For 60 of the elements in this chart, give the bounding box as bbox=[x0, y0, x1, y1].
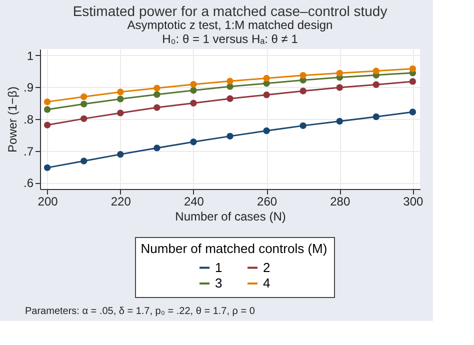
point bbox=[226, 132, 234, 140]
point bbox=[80, 158, 88, 164]
point bbox=[372, 68, 380, 74]
point bbox=[226, 78, 234, 84]
point bbox=[263, 91, 270, 98]
x-axis-title: Number of cases (N) bbox=[175, 210, 286, 224]
point bbox=[300, 122, 306, 130]
point bbox=[409, 78, 416, 85]
x-tick-label: 220 bbox=[110, 194, 132, 208]
point bbox=[300, 72, 306, 79]
point bbox=[263, 74, 270, 82]
point bbox=[190, 100, 197, 106]
point bbox=[409, 108, 416, 116]
point bbox=[154, 144, 160, 152]
point bbox=[154, 104, 160, 111]
point bbox=[226, 95, 234, 102]
point bbox=[80, 100, 88, 108]
point bbox=[44, 98, 51, 106]
point bbox=[263, 127, 270, 134]
point bbox=[190, 138, 197, 146]
point bbox=[44, 122, 51, 128]
point bbox=[44, 164, 51, 172]
y-tick-label: .9 bbox=[23, 80, 34, 95]
x-tick-label: 200 bbox=[38, 194, 58, 208]
text: Parameters: α = .05, δ = 1.7, p₀ = .22, θ = 1.7, ρ = 0 bbox=[25, 306, 256, 317]
point bbox=[80, 93, 88, 100]
point bbox=[336, 84, 343, 91]
point bbox=[80, 115, 88, 122]
legend-label: 3 bbox=[215, 276, 222, 290]
chart-title: Estimated power for a matched case–control study bbox=[72, 3, 388, 19]
point bbox=[154, 84, 160, 92]
legend-label: 1 bbox=[215, 260, 222, 275]
y-tick-label: .7 bbox=[23, 144, 34, 158]
text: H₀: θ = 1 versus Hₐ: θ ≠ 1 bbox=[162, 32, 298, 46]
point bbox=[372, 113, 380, 120]
point bbox=[44, 106, 51, 113]
legend-label: 4 bbox=[263, 276, 270, 290]
point bbox=[117, 88, 124, 96]
point bbox=[190, 80, 197, 88]
y-tick-label: .6 bbox=[23, 176, 34, 190]
point bbox=[154, 91, 160, 98]
point bbox=[117, 110, 124, 116]
x-tick-label: 300 bbox=[403, 194, 424, 208]
point bbox=[117, 96, 124, 102]
point bbox=[336, 70, 343, 77]
y-axis-title: Power (1−β) bbox=[5, 86, 20, 152]
legend-title: Number of matched controls (M) bbox=[140, 241, 328, 256]
point bbox=[117, 150, 124, 158]
point bbox=[372, 81, 380, 88]
x-tick-label: 280 bbox=[330, 194, 350, 208]
point bbox=[409, 65, 416, 72]
point bbox=[336, 118, 343, 125]
text: Asymptotic z test, 1:M matched design bbox=[127, 18, 333, 32]
point bbox=[190, 87, 197, 94]
x-tick-label: 260 bbox=[257, 194, 278, 208]
y-tick-label: 1 bbox=[26, 48, 34, 63]
point bbox=[300, 88, 306, 94]
legend-label: 2 bbox=[263, 260, 270, 275]
y-tick-label: .8 bbox=[23, 112, 34, 126]
x-tick-label: 240 bbox=[184, 194, 204, 208]
